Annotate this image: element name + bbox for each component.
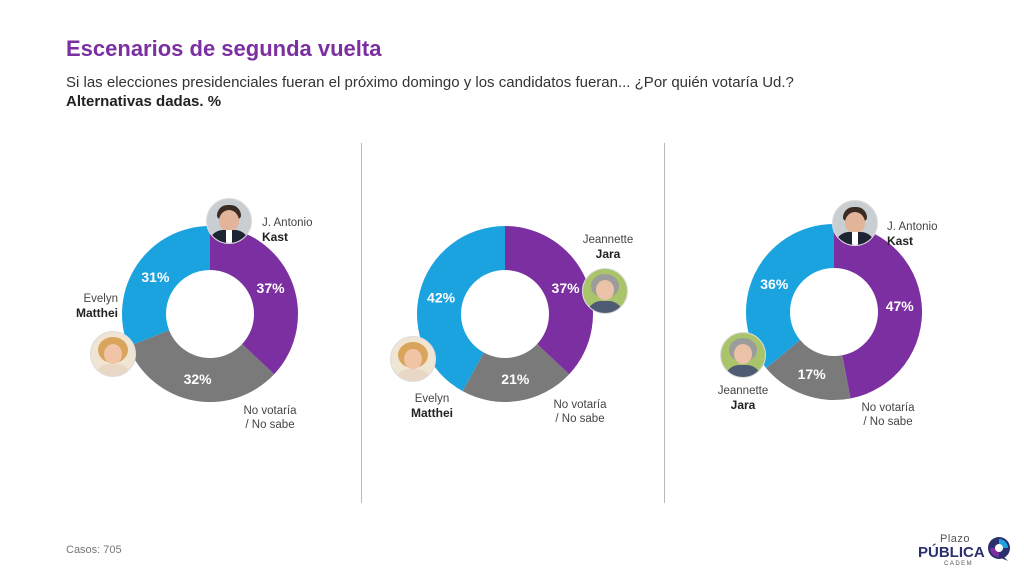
kast-avatar-3: [832, 200, 878, 246]
chart1-value-label-2: 32%: [184, 371, 213, 387]
chart2-matthei-label: Evelyn Matthei: [396, 392, 468, 420]
chart1-matthei-label-line2: Matthei: [76, 306, 118, 320]
chart2-matthei-label-line2: Matthei: [411, 406, 453, 420]
chart3-jara-label: Jeannette Jara: [706, 384, 780, 412]
chart1-slice-1: [210, 226, 298, 375]
logo-line3: CADEM: [944, 561, 974, 567]
chart3-novota-label: No votaría / No sabe: [848, 401, 928, 429]
chart3-jara-label-line1: Jeannette: [717, 385, 769, 397]
chart2-jara-label-line1: Jeannette: [582, 234, 634, 246]
chart2-jara-label-line2: Jara: [595, 247, 621, 261]
divider-1: [361, 143, 362, 503]
cases-count: Casos: 705: [66, 544, 122, 556]
chart3-kast-label-line2: Kast: [887, 234, 914, 248]
chart2-slice-1: [505, 226, 593, 375]
chart3-kast-label-line1: J. Antonio: [887, 221, 938, 233]
page-subtitle: Si las elecciones presidenciales fueran …: [66, 74, 794, 91]
chart2-novota-label: No votaría / No sabe: [540, 398, 620, 426]
divider-2: [664, 143, 665, 503]
chart2-novota-label-line2: / No sabe: [555, 413, 605, 425]
chart1-slice-3: [122, 226, 210, 347]
chart1-kast-label: J. Antonio Kast: [262, 216, 313, 244]
logo-bubble-icon: [988, 537, 1010, 561]
chart2-slice-2: [462, 344, 570, 402]
chart3-value-label-3: 36%: [760, 276, 789, 292]
chart2-jara-label: Jeannette Jara: [566, 233, 650, 261]
chart2-value-label-1: 37%: [552, 280, 581, 296]
chart2-value-label-2: 21%: [501, 371, 530, 387]
chart1-value-label-1: 37%: [257, 280, 286, 296]
chart2-novota-label-line1: No votaría: [553, 399, 607, 411]
chart1-value-label-3: 31%: [141, 269, 170, 285]
page-title: Escenarios de segunda vuelta: [66, 36, 382, 61]
chart3-value-label-1: 47%: [886, 298, 915, 314]
jara-avatar-2: [582, 268, 628, 314]
chart1-kast-label-line2: Kast: [262, 230, 289, 244]
logo-line2: PÚBLICA: [918, 544, 985, 561]
plaza-publica-logo: Plazo PÚBLICA CADEM: [918, 533, 1014, 569]
kast-avatar-1: [206, 198, 252, 244]
chart3-novota-label-line1: No votaría: [861, 402, 915, 414]
chart3-slice-3: [745, 224, 834, 369]
chart1-matthei-label-line1: Evelyn: [83, 293, 118, 305]
matthei-avatar-1: [90, 331, 136, 377]
chart1-novota-label-line1: No votaría: [243, 405, 297, 417]
chart1-novota-label-line2: / No sabe: [245, 419, 295, 431]
chart3-kast-label: J. Antonio Kast: [887, 220, 938, 248]
chart1-matthei-label: Evelyn Matthei: [50, 292, 118, 320]
chart3-jara-label-line2: Jara: [730, 398, 756, 412]
chart2-slice-3: [417, 226, 505, 392]
chart1-kast-label-line1: J. Antonio: [262, 217, 313, 229]
chart3-slice-1: [834, 224, 923, 399]
logo-line1: Plazo: [940, 533, 971, 545]
chart3-value-label-2: 17%: [798, 366, 827, 382]
chart2-matthei-label-line1: Evelyn: [414, 393, 450, 405]
chart1-novota-label: No votaría / No sabe: [230, 404, 310, 432]
chart1-slice-2: [128, 330, 275, 403]
page-note: Alternativas dadas. %: [66, 93, 222, 110]
chart3-slice-2: [766, 340, 851, 400]
chart2-value-label-3: 42%: [427, 290, 456, 306]
matthei-avatar-2: [390, 336, 436, 382]
chart3-novota-label-line2: / No sabe: [863, 416, 913, 428]
jara-avatar-3: [720, 332, 766, 378]
